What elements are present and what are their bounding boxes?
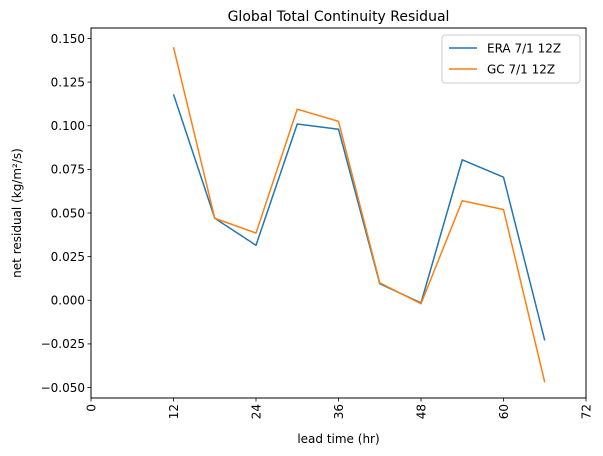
- y-axis-ticks: −0.050 −0.025 0.000 0.025 0.050 0.075 0.100 0.1…: [41, 32, 91, 395]
- y-tick-label: 0.075: [51, 163, 85, 177]
- x-tick-label: 24: [250, 404, 264, 419]
- x-axis-ticks: 0 12 24 36 48 60 72: [85, 398, 594, 419]
- legend-label-0: ERA 7/1 12Z: [487, 41, 561, 55]
- x-tick-label: 12: [167, 404, 181, 419]
- y-tick-label: −0.025: [41, 337, 85, 351]
- x-tick-label: 72: [580, 404, 594, 419]
- series-line-1: [172, 47, 546, 383]
- x-tick-label: 0: [85, 404, 99, 412]
- y-axis-label: net residual (kg/m²/s): [10, 148, 24, 278]
- x-tick-label: 48: [415, 404, 429, 419]
- y-tick-label: 0.125: [51, 75, 85, 89]
- series-line-0: [172, 94, 546, 341]
- plot-lines: [172, 47, 546, 383]
- chart-title: Global Total Continuity Residual: [228, 9, 450, 25]
- y-tick-label: −0.050: [41, 381, 85, 395]
- legend-box: [441, 34, 581, 84]
- legend: ERA 7/1 12Z GC 7/1 12Z: [441, 34, 581, 84]
- x-tick-label: 60: [497, 404, 511, 419]
- y-tick-label: 0.100: [51, 119, 85, 133]
- x-axis-label: lead time (hr): [297, 432, 379, 446]
- y-tick-label: 0.050: [51, 206, 85, 220]
- y-tick-label: 0.150: [51, 32, 85, 46]
- y-tick-label: 0.025: [51, 250, 85, 264]
- y-tick-label: 0.000: [51, 294, 85, 308]
- legend-label-1: GC 7/1 12Z: [487, 62, 555, 76]
- x-tick-label: 36: [332, 404, 346, 419]
